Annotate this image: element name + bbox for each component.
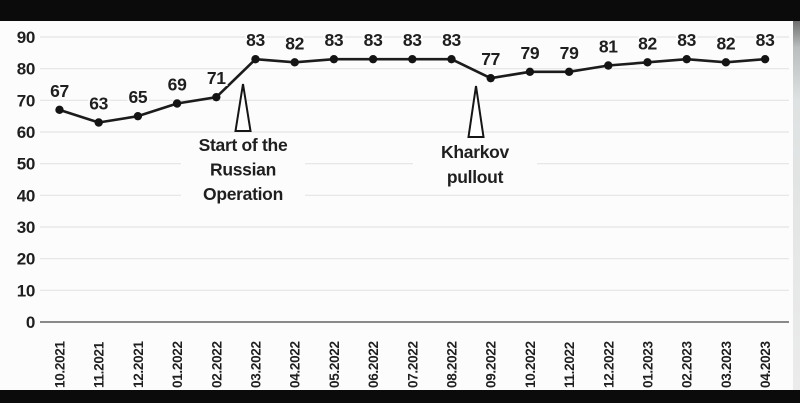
- data-value-label: 83: [324, 30, 343, 50]
- y-tick-label: 70: [17, 91, 35, 110]
- x-tick-label: 02.2022: [209, 341, 224, 388]
- y-tick-label: 80: [17, 60, 35, 79]
- annotation-text: Operation: [203, 184, 283, 204]
- annotation-background: [413, 143, 537, 190]
- data-point-marker: [251, 54, 260, 64]
- data-point-marker: [721, 58, 731, 67]
- data-point-marker: [408, 54, 417, 64]
- annotation-text: Kharkov: [441, 142, 509, 162]
- y-tick-label: 90: [17, 28, 35, 47]
- data-point-marker: [564, 67, 574, 77]
- data-value-label: 81: [599, 37, 618, 57]
- y-tick-label: 10: [17, 281, 35, 300]
- x-tick-label: 11.2021: [92, 341, 107, 388]
- x-tick-label: 06.2022: [366, 341, 381, 388]
- data-point-marker: [760, 54, 770, 64]
- x-tick-label: 05.2022: [327, 341, 342, 388]
- data-point-marker: [368, 54, 378, 64]
- data-value-label: 83: [677, 30, 696, 50]
- data-point-marker: [682, 54, 691, 64]
- data-value-label: 69: [168, 75, 187, 95]
- data-point-marker: [604, 61, 613, 70]
- data-point-marker: [643, 58, 652, 67]
- y-tick-label: 20: [17, 250, 35, 269]
- x-tick-label: 10.2021: [53, 341, 68, 388]
- x-tick-label: 02.2023: [680, 341, 695, 388]
- data-point-marker: [447, 54, 456, 64]
- x-tick-label: 08.2022: [445, 341, 460, 388]
- x-tick-label: 11.2022: [562, 342, 577, 388]
- data-point-marker: [486, 73, 495, 83]
- data-value-label: 82: [716, 33, 735, 53]
- data-value-label: 79: [520, 43, 539, 63]
- data-value-label: 83: [364, 30, 383, 50]
- data-value-label: 82: [285, 33, 304, 53]
- x-tick-label: 04.2023: [758, 341, 773, 388]
- data-value-label: 83: [246, 30, 265, 50]
- data-value-label: 65: [128, 87, 147, 107]
- annotation-text: Russian: [210, 160, 276, 180]
- data-value-label: 63: [89, 94, 108, 114]
- data-value-label: 83: [403, 30, 422, 50]
- data-value-label: 83: [442, 30, 461, 50]
- bottom-letterbox-bar: [0, 390, 800, 403]
- data-value-label: 83: [756, 30, 775, 50]
- annotation-pointer: [467, 85, 485, 138]
- data-value-label: 77: [481, 49, 500, 69]
- x-tick-label: 04.2022: [288, 341, 303, 388]
- data-point-marker: [172, 99, 182, 108]
- x-tick-label: 10.2022: [523, 341, 538, 388]
- annotation-text: Start of the: [199, 135, 288, 155]
- x-tick-label: 03.2022: [249, 341, 264, 388]
- data-value-label: 71: [207, 68, 226, 88]
- x-tick-label: 12.2021: [131, 341, 146, 388]
- y-tick-label: 40: [17, 186, 35, 205]
- annotation-pointer: [234, 83, 252, 132]
- x-tick-label: 01.2022: [170, 341, 185, 388]
- y-tick-label: 0: [26, 313, 35, 332]
- x-tick-label: 07.2022: [405, 341, 420, 388]
- data-value-label: 67: [50, 81, 69, 101]
- top-letterbox-bar: [0, 0, 800, 21]
- data-point-marker: [212, 92, 221, 102]
- data-value-label: 82: [638, 33, 657, 53]
- y-tick-label: 30: [17, 218, 35, 237]
- annotation-background: [181, 136, 305, 207]
- x-tick-label: 09.2022: [484, 341, 499, 388]
- x-tick-label: 03.2023: [719, 341, 734, 388]
- right-edge-shadow: [793, 21, 800, 390]
- data-point-marker: [290, 58, 299, 67]
- x-tick-label: 01.2023: [641, 341, 656, 388]
- y-tick-label: 60: [17, 123, 35, 142]
- data-point-marker: [329, 54, 339, 64]
- data-point-marker: [133, 111, 143, 121]
- y-tick-label: 50: [17, 155, 35, 174]
- data-point-marker: [525, 67, 535, 77]
- data-point-marker: [55, 105, 64, 115]
- annotation-text: pullout: [447, 167, 504, 187]
- x-tick-label: 12.2022: [601, 341, 616, 388]
- data-value-label: 79: [560, 43, 579, 63]
- data-point-marker: [94, 118, 103, 127]
